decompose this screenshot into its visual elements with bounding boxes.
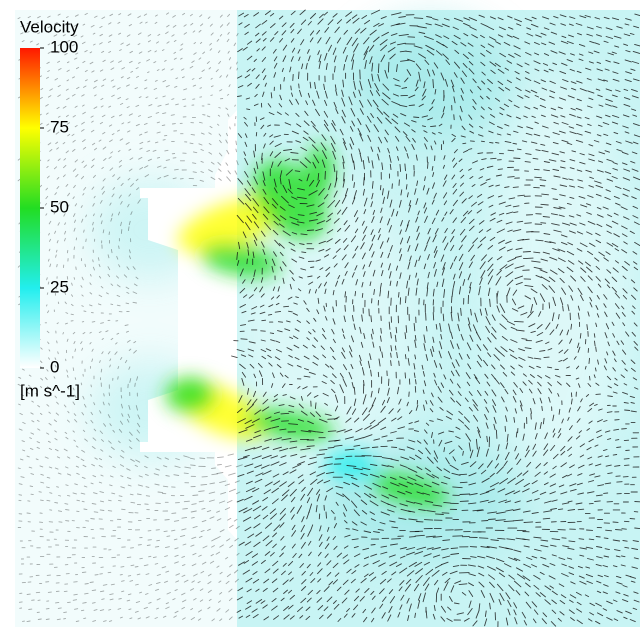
velocity-vectors [17,9,640,627]
tick-label: 25 [50,277,69,296]
legend-unit: [m s^-1] [20,381,80,400]
legend-title: Velocity [20,17,79,36]
tick-label: 50 [50,197,69,216]
tick-label: 75 [50,117,69,136]
colorbar [20,48,40,368]
tick-label: 100 [50,37,78,56]
flow-field [15,9,640,627]
tick-label: 0 [50,357,59,376]
